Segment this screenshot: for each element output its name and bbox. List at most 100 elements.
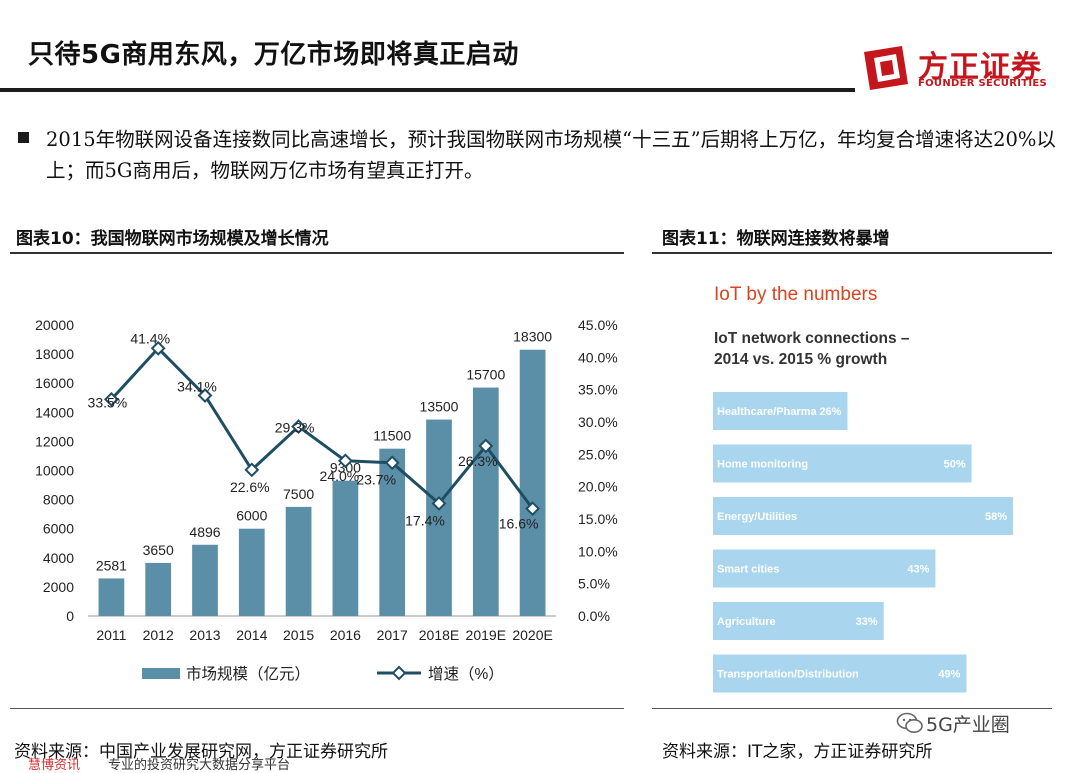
y-left-tick-label: 20000 — [35, 317, 74, 333]
y-right-tick-label: 20.0% — [578, 479, 618, 495]
x-tick-label: 2016 — [330, 627, 361, 643]
x-tick-label: 2011 — [96, 627, 126, 643]
iot-bar — [713, 497, 1013, 535]
y-right-tick-label: 0.0% — [578, 608, 610, 624]
iot-subtitle-line-2: 2014 vs. 2015 % growth — [714, 351, 888, 368]
x-tick-label: 2020E — [512, 627, 552, 643]
y-left-tick-label: 18000 — [35, 346, 74, 362]
figure11-bottom-rule — [652, 708, 1052, 709]
y-left-tick-label: 4000 — [43, 550, 74, 566]
growth-marker — [103, 391, 119, 407]
y-left-tick-label: 0 — [66, 608, 74, 624]
watermark-right: 5G产业圈 — [926, 714, 1010, 736]
y-left-tick-label: 10000 — [35, 463, 74, 479]
founder-logo-icon — [864, 46, 908, 90]
y-right-tick-label: 25.0% — [578, 446, 618, 462]
growth-marker — [291, 419, 307, 434]
y-right-tick-label: 40.0% — [578, 349, 618, 365]
x-tick-label: 2015 — [283, 627, 314, 643]
bar-value-label: 7500 — [283, 486, 314, 502]
bar-value-label: 11500 — [373, 428, 411, 444]
iot-bar-value: 49% — [938, 669, 960, 681]
iot-bar-value: 43% — [907, 564, 929, 576]
y-left-tick-label: 6000 — [43, 521, 74, 537]
watermark-left-brand: 慧博资讯 — [28, 758, 81, 773]
bullet-square-icon — [18, 132, 29, 143]
iot-bar-category: Smart cities — [717, 564, 779, 576]
x-tick-label: 2019E — [466, 627, 506, 643]
growth-marker — [197, 388, 213, 403]
iot-bar — [713, 549, 936, 588]
y-left-tick-label: 2000 — [43, 579, 74, 595]
page-title: 只待5G商用东风，万亿市场即将真正启动 — [28, 40, 519, 70]
iot-bar — [713, 654, 967, 693]
bar-market-size — [192, 544, 218, 616]
legend-label-line: 增速（%） — [428, 665, 504, 683]
bar-value-label: 6000 — [236, 508, 267, 524]
iot-panel-title: IoT by the numbers — [714, 284, 878, 305]
bar-market-size — [285, 506, 312, 616]
growth-value-label: 33.5% — [88, 394, 128, 410]
figure11-chart: Healthcare/Pharma 26% Home monitoring 50% En… — [713, 392, 1013, 693]
bar-market-size — [98, 578, 125, 616]
iot-bar — [713, 392, 848, 430]
growth-marker — [525, 501, 541, 517]
figure10-bottom-rule — [10, 708, 624, 709]
growth-marker — [431, 496, 447, 511]
title-divider — [0, 88, 855, 92]
growth-marker — [384, 455, 400, 471]
logo-name-en: FOUNDER SECURITIES — [918, 78, 1048, 89]
legend-label-bar: 市场规模（亿元） — [186, 665, 310, 683]
growth-line — [110, 346, 534, 510]
growth-value-label: 17.4% — [405, 512, 445, 528]
growth-marker — [150, 340, 166, 356]
bar-market-size — [379, 448, 406, 616]
bar-market-size — [426, 419, 452, 616]
growth-marker — [478, 438, 494, 454]
iot-bar-value: 33% — [856, 616, 878, 628]
bar-value-label: 18300 — [513, 329, 552, 345]
iot-bar — [713, 602, 884, 640]
intro-paragraph: 2015年物联网设备连接数同比高速增长，预计我国物联网市场规模“十三五”后期将上… — [46, 128, 1056, 182]
growth-value-label: 29.3% — [275, 420, 315, 436]
y-left-tick-label: 16000 — [35, 375, 74, 391]
figure11-source: 资料来源：IT之家，方正证券研究所 — [662, 742, 933, 762]
y-right-tick-label: 10.0% — [578, 543, 618, 559]
growth-value-label: 16.6% — [499, 516, 539, 532]
x-tick-label: 2013 — [189, 627, 220, 643]
bar-value-label: 4896 — [189, 524, 220, 540]
iot-panel-subtitle: IoT network connections – 2014 vs. 2015 … — [714, 328, 910, 370]
iot-bar-category: Energy/Utilities — [717, 511, 797, 523]
y-right-tick-label: 30.0% — [578, 414, 618, 430]
iot-bar-category: Home monitoring — [717, 459, 808, 471]
growth-value-label: 23.7% — [356, 472, 396, 488]
logo-name-cn: 方正证券 — [918, 50, 1042, 85]
x-tick-label: 2014 — [236, 627, 267, 643]
growth-marker — [337, 453, 353, 469]
iot-bar — [713, 444, 972, 483]
y-right-tick-label: 35.0% — [578, 382, 618, 398]
growth-value-label: 26.3% — [458, 453, 498, 469]
iot-bar-category: Healthcare/Pharma — [717, 406, 818, 418]
bar-value-label: 15700 — [466, 367, 505, 383]
bar-market-size — [472, 387, 499, 616]
wechat-icon — [896, 712, 923, 733]
bar-value-label: 3650 — [143, 542, 174, 558]
y-right-tick-label: 15.0% — [578, 511, 618, 527]
bar-value-label: 13500 — [420, 399, 459, 415]
legend-swatch-bar — [142, 668, 180, 679]
x-tick-label: 2012 — [143, 627, 174, 643]
growth-value-label: 41.4% — [130, 330, 170, 346]
growth-value-label: 34.1% — [177, 378, 217, 394]
iot-bar-value: 50% — [944, 459, 966, 471]
iot-bar-value: 58% — [985, 511, 1007, 523]
y-right-tick-label: 45.0% — [578, 317, 618, 333]
y-left-tick-label: 12000 — [35, 433, 74, 449]
y-right-tick-label: 5.0% — [578, 576, 610, 592]
iot-bar-value: 26% — [819, 406, 841, 418]
figure10-title: 图表10：我国物联网市场规模及增长情况 — [16, 229, 329, 249]
figure10-chart: 0 2000 4000 6000 8000 10000 12000 14000 16000 180… — [35, 317, 618, 683]
bar-market-size — [519, 349, 546, 616]
legend-swatch-marker — [391, 665, 407, 681]
watermark-left-text: 专业的投资研究大数据分享平台 — [108, 758, 291, 773]
